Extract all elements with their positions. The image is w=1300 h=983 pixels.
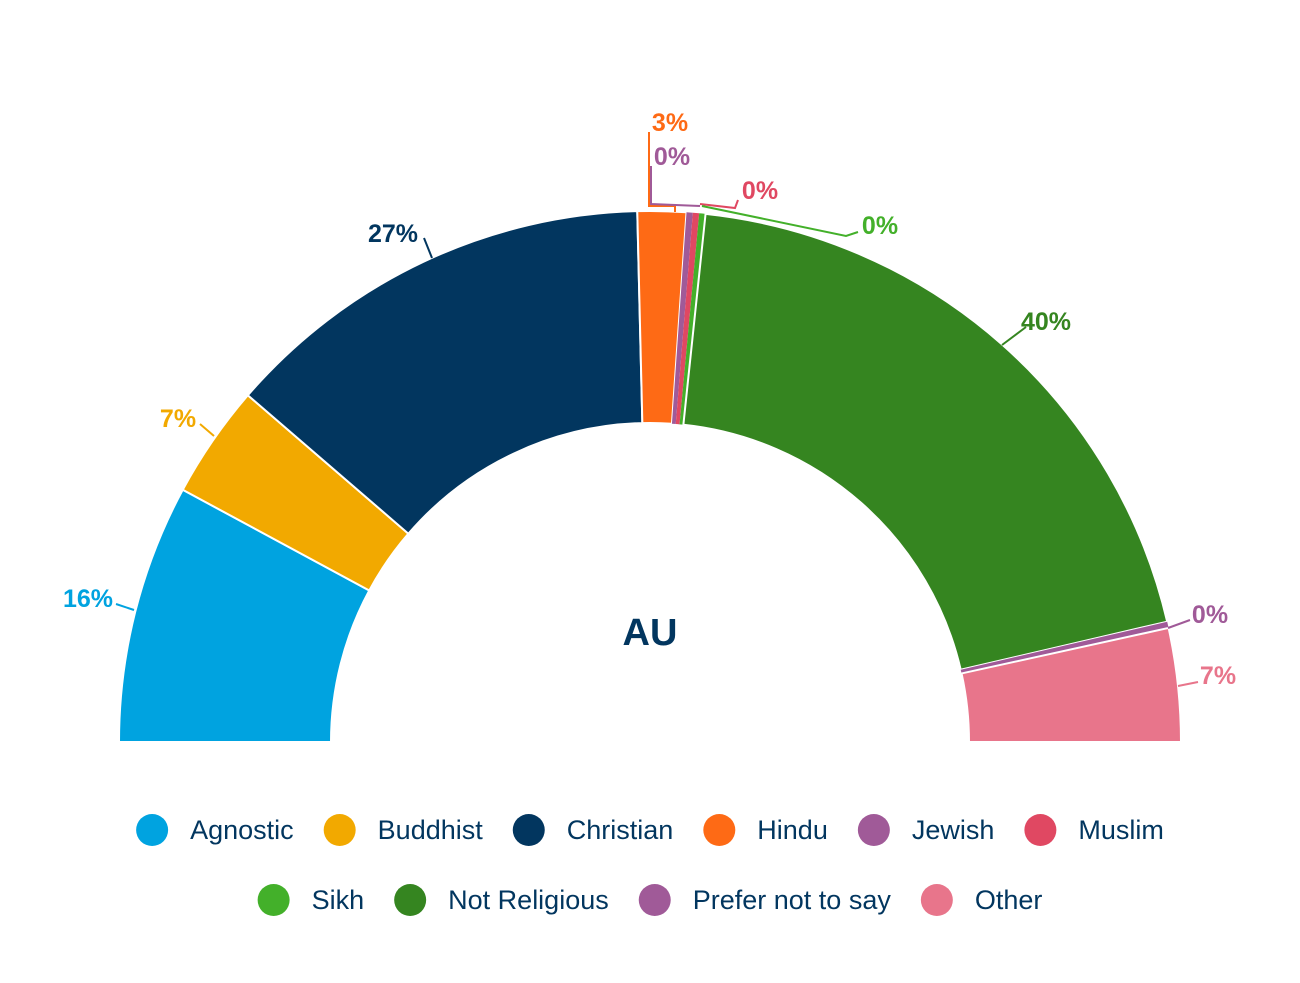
slice-hindu [636, 210, 688, 425]
leader-not-religious [1001, 326, 1027, 346]
data-label-sikh: 0% [862, 212, 898, 240]
center-label: AU [623, 612, 678, 654]
leader-other [1177, 681, 1199, 687]
legend-marker-christian[interactable] [512, 814, 545, 846]
slice-not-religious [682, 212, 1169, 671]
leader-muslim [699, 199, 739, 210]
legend-marker-agnostic[interactable] [136, 814, 169, 846]
legend-marker-sikh[interactable] [257, 884, 290, 916]
data-label-jewish: 0% [654, 143, 690, 171]
legend: Agnostic Buddhist Christian Hindu Jewish Musl… [136, 814, 1164, 916]
data-labels: 16% 7% 27% 3% 0% 0% 0% 40% 0% 7% [63, 109, 1236, 690]
leader-christian [423, 237, 433, 259]
data-label-muslim: 0% [742, 177, 778, 205]
legend-marker-buddhist[interactable] [323, 814, 356, 846]
legend-label-buddhist[interactable]: Buddhist [378, 815, 484, 845]
leader-sikh [701, 205, 859, 238]
legend-label-jewish[interactable]: Jewish [912, 815, 995, 845]
data-label-agnostic: 16% [63, 585, 113, 613]
legend-marker-not-religious[interactable] [394, 884, 427, 916]
data-label-not-religious: 40% [1021, 308, 1071, 336]
data-label-other: 7% [1200, 662, 1236, 690]
data-label-prefer-not-to-say: 0% [1192, 601, 1228, 629]
leader-prefer-not-to-say [1167, 619, 1191, 629]
legend-label-hindu[interactable]: Hindu [757, 815, 828, 845]
legend-marker-muslim[interactable] [1024, 814, 1057, 846]
legend-marker-other[interactable] [920, 884, 953, 916]
leader-buddhist [199, 423, 215, 437]
slice-jewish [671, 212, 693, 425]
legend-marker-prefer-not-to-say[interactable] [638, 884, 671, 916]
data-label-hindu: 3% [652, 109, 688, 137]
legend-label-muslim[interactable]: Muslim [1078, 815, 1164, 845]
data-label-christian: 27% [368, 220, 418, 248]
slice-christian [246, 210, 644, 536]
label-leader-lines [115, 132, 1199, 687]
leader-jewish [650, 166, 701, 207]
legend-label-christian[interactable]: Christian [567, 815, 674, 845]
legend-label-prefer-not-to-say[interactable]: Prefer not to say [693, 885, 892, 915]
legend-label-agnostic[interactable]: Agnostic [190, 815, 294, 845]
legend-label-sikh[interactable]: Sikh [312, 885, 365, 915]
data-label-buddhist: 7% [160, 405, 196, 433]
slice-other [960, 626, 1183, 743]
legend-marker-jewish[interactable] [857, 814, 890, 846]
slice-prefer-not-to-say [960, 621, 1169, 674]
legend-marker-hindu[interactable] [703, 814, 736, 846]
legend-label-other[interactable]: Other [975, 885, 1043, 915]
slice-muslim [675, 212, 700, 425]
legend-label-not-religious[interactable]: Not Religious [448, 885, 609, 915]
chart-slices [117, 210, 1183, 743]
leader-agnostic [115, 603, 135, 611]
leader-hindu [648, 132, 676, 212]
